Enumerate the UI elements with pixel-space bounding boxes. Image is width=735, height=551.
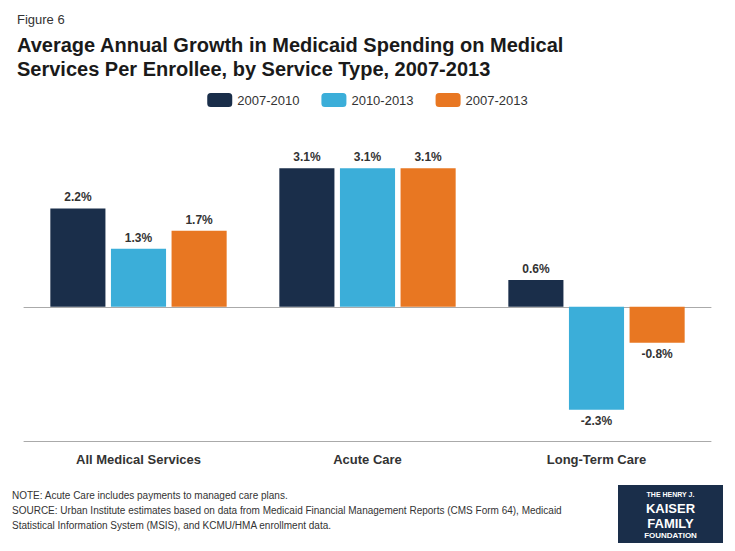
svg-text:1.7%: 1.7% xyxy=(185,213,213,227)
svg-text:All Medical Services: All Medical Services xyxy=(76,452,201,467)
svg-text:3.1%: 3.1% xyxy=(354,150,382,164)
svg-text:THE HENRY J.: THE HENRY J. xyxy=(647,491,695,498)
svg-text:NOTE: Acute Care includes paym: NOTE: Acute Care includes payments to ma… xyxy=(12,490,288,501)
svg-text:2.2%: 2.2% xyxy=(64,190,92,204)
svg-text:1.3%: 1.3% xyxy=(125,231,153,245)
svg-text:0.6%: 0.6% xyxy=(522,262,550,276)
svg-text:Services Per Enrollee, by Serv: Services Per Enrollee, by Service Type, … xyxy=(17,58,490,80)
svg-text:FOUNDATION: FOUNDATION xyxy=(644,531,697,540)
svg-text:-0.8%: -0.8% xyxy=(641,347,673,361)
svg-text:Acute Care: Acute Care xyxy=(333,452,402,467)
svg-text:2010-2013: 2010-2013 xyxy=(351,93,413,108)
svg-text:Statistical Information System: Statistical Information System (MSIS), a… xyxy=(12,520,331,531)
svg-text:KAISER: KAISER xyxy=(646,501,696,516)
svg-text:2007-2010: 2007-2010 xyxy=(237,93,299,108)
svg-text:SOURCE: Urban Institute estima: SOURCE: Urban Institute estimates based … xyxy=(12,505,562,516)
svg-text:Long-Term Care: Long-Term Care xyxy=(547,452,646,467)
svg-text:Average Annual Growth in Medic: Average Annual Growth in Medicaid Spendi… xyxy=(17,34,563,56)
svg-text:2007-2013: 2007-2013 xyxy=(466,93,528,108)
svg-text:Figure 6: Figure 6 xyxy=(17,12,65,27)
svg-text:3.1%: 3.1% xyxy=(293,150,321,164)
svg-text:FAMILY: FAMILY xyxy=(647,516,694,531)
svg-text:-2.3%: -2.3% xyxy=(581,414,613,428)
svg-text:3.1%: 3.1% xyxy=(414,150,442,164)
